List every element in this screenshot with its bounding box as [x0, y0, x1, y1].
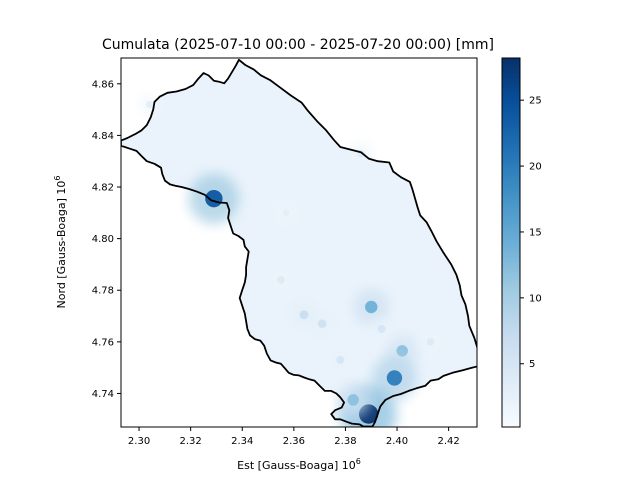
y-tick-label: 4.84	[92, 131, 114, 142]
region-fill	[121, 59, 477, 427]
hotspot	[396, 345, 408, 357]
x-axis-label: Est [Gauss-Boaga] 106	[237, 457, 361, 472]
hotspot	[277, 276, 285, 284]
hotspot	[347, 394, 359, 406]
colorbar-tick-label: 10	[529, 293, 542, 304]
x-tick-label: 2.36	[283, 436, 305, 447]
x-tick-label: 2.40	[386, 436, 408, 447]
colorbar	[501, 57, 521, 428]
plot-frame	[120, 57, 478, 428]
colorbar-axis: 5 10 15 20 25	[520, 96, 542, 370]
hotspot	[145, 100, 153, 108]
chart-title: Cumulata (2025-07-10 00:00 - 2025-07-20 …	[102, 37, 494, 53]
y-axis: 4.74 4.76 4.78 4.80 4.82 4.84 4.86	[92, 79, 121, 400]
hotspot	[336, 355, 345, 364]
region-outline	[121, 58, 477, 427]
colorbar-tick-label: 20	[529, 162, 542, 173]
hotspot-layer	[139, 94, 442, 427]
colorbar-tick-label: 25	[529, 96, 542, 107]
hotspot	[377, 324, 386, 333]
y-tick-label: 4.82	[92, 183, 114, 194]
hotspot	[365, 300, 378, 314]
y-tick-label: 4.86	[92, 79, 114, 90]
x-tick-label: 2.32	[180, 436, 202, 447]
x-tick-label: 2.34	[231, 436, 253, 447]
y-tick-label: 4.80	[92, 234, 114, 245]
x-tick-label: 2.30	[128, 436, 150, 447]
y-tick-label: 4.76	[92, 337, 114, 348]
colorbar-tick-label: 5	[529, 359, 535, 370]
x-axis: 2.30 2.32 2.34 2.36 2.38 2.40 2.42	[128, 427, 460, 447]
hotspot	[317, 319, 327, 329]
hotspot	[299, 310, 309, 320]
hotspot	[205, 189, 223, 208]
y-tick-label: 4.78	[92, 286, 114, 297]
hotspot	[282, 209, 290, 217]
colorbar-tick-label: 15	[529, 227, 542, 238]
x-tick-label: 2.42	[437, 436, 459, 447]
x-tick-label: 2.38	[334, 436, 356, 447]
y-axis-label: Nord [Gauss-Boaga] 106	[53, 176, 68, 309]
hotspot	[386, 370, 403, 386]
heatmap-area	[121, 58, 477, 427]
y-tick-label: 4.74	[92, 389, 114, 400]
hotspot	[426, 338, 435, 346]
